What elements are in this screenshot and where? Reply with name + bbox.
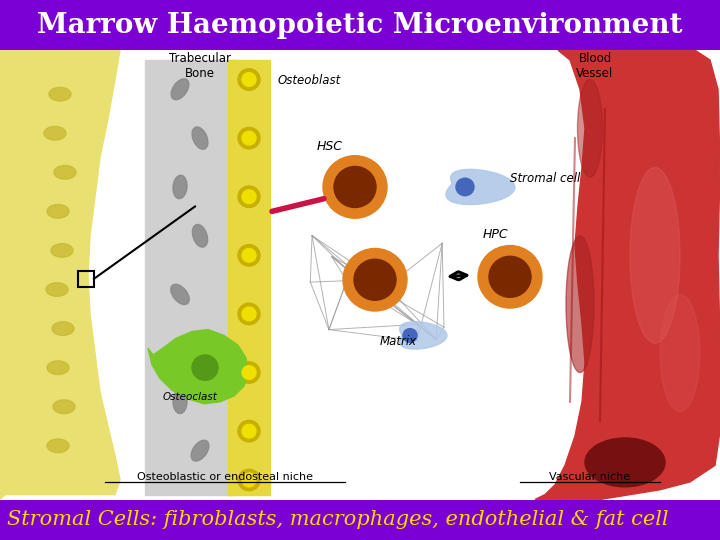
- Circle shape: [242, 248, 256, 262]
- Circle shape: [478, 246, 542, 308]
- Circle shape: [242, 307, 256, 321]
- Circle shape: [242, 424, 256, 438]
- Circle shape: [238, 469, 260, 491]
- Circle shape: [242, 73, 256, 86]
- Circle shape: [242, 190, 256, 204]
- Bar: [228, 60, 270, 495]
- Circle shape: [238, 69, 260, 90]
- Circle shape: [238, 420, 260, 442]
- Polygon shape: [5, 50, 120, 495]
- Text: HSC: HSC: [317, 140, 343, 153]
- Text: Blood
Vessel: Blood Vessel: [577, 52, 613, 80]
- Circle shape: [403, 328, 417, 342]
- Ellipse shape: [171, 284, 189, 305]
- Ellipse shape: [53, 400, 75, 414]
- Text: Osteoblast: Osteoblast: [278, 75, 341, 87]
- Circle shape: [238, 303, 260, 325]
- Circle shape: [456, 178, 474, 195]
- Text: Osteoclast: Osteoclast: [163, 392, 218, 402]
- Circle shape: [238, 186, 260, 207]
- Circle shape: [242, 473, 256, 487]
- Ellipse shape: [192, 225, 207, 247]
- Polygon shape: [148, 329, 248, 404]
- Circle shape: [489, 256, 531, 298]
- Text: Trabecular
Bone: Trabecular Bone: [169, 52, 231, 80]
- Circle shape: [242, 131, 256, 145]
- Ellipse shape: [54, 165, 76, 179]
- Ellipse shape: [47, 361, 69, 374]
- Circle shape: [343, 248, 407, 311]
- Polygon shape: [400, 322, 447, 349]
- Ellipse shape: [49, 87, 71, 101]
- Ellipse shape: [660, 294, 700, 411]
- Circle shape: [192, 355, 218, 380]
- Text: Stromal Cells: fibroblasts, macrophages, endothelial & fat cell: Stromal Cells: fibroblasts, macrophages,…: [7, 510, 669, 529]
- Circle shape: [354, 259, 396, 300]
- Ellipse shape: [585, 438, 665, 487]
- Circle shape: [334, 166, 376, 207]
- Ellipse shape: [173, 176, 187, 199]
- Ellipse shape: [577, 79, 603, 177]
- Ellipse shape: [51, 244, 73, 257]
- Ellipse shape: [47, 439, 69, 453]
- Text: HPC: HPC: [482, 228, 508, 241]
- Ellipse shape: [191, 440, 209, 461]
- Text: Stromal cell: Stromal cell: [510, 172, 580, 185]
- Ellipse shape: [47, 205, 69, 218]
- Polygon shape: [0, 50, 44, 500]
- Circle shape: [238, 245, 260, 266]
- Ellipse shape: [173, 390, 187, 414]
- Circle shape: [242, 366, 256, 380]
- Circle shape: [323, 156, 387, 218]
- Bar: [145, 60, 235, 495]
- Bar: [78, 271, 94, 287]
- Text: Matrix: Matrix: [379, 335, 417, 348]
- Ellipse shape: [630, 167, 680, 343]
- Ellipse shape: [193, 336, 207, 360]
- Text: Marrow Haemopoietic Microenvironment: Marrow Haemopoietic Microenvironment: [37, 11, 683, 39]
- Polygon shape: [446, 170, 515, 205]
- Ellipse shape: [566, 236, 594, 373]
- Ellipse shape: [44, 126, 66, 140]
- Text: Vascular niche: Vascular niche: [549, 472, 631, 482]
- Text: Osteoblastic or endosteal niche: Osteoblastic or endosteal niche: [137, 472, 313, 482]
- Circle shape: [238, 127, 260, 149]
- Ellipse shape: [192, 127, 208, 149]
- Ellipse shape: [52, 322, 74, 335]
- Ellipse shape: [46, 282, 68, 296]
- Polygon shape: [535, 50, 720, 500]
- Ellipse shape: [171, 79, 189, 100]
- Circle shape: [238, 362, 260, 383]
